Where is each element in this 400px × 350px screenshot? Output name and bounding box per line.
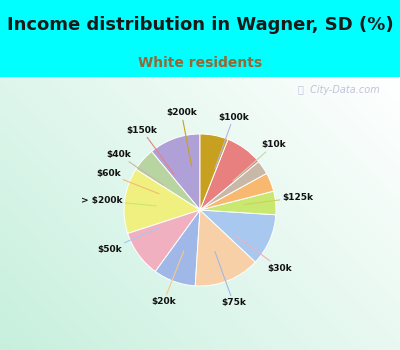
Wedge shape (200, 134, 228, 210)
Text: ⓘ  City-Data.com: ⓘ City-Data.com (298, 85, 380, 95)
Text: Income distribution in Wagner, SD (%): Income distribution in Wagner, SD (%) (7, 16, 393, 34)
Text: > $200k: > $200k (81, 196, 156, 206)
Text: $125k: $125k (244, 193, 314, 204)
Text: $150k: $150k (126, 126, 174, 174)
Wedge shape (195, 210, 256, 286)
Wedge shape (128, 210, 200, 272)
Text: White residents: White residents (138, 56, 262, 70)
Text: $50k: $50k (97, 228, 160, 254)
Text: $30k: $30k (236, 236, 292, 273)
Wedge shape (200, 191, 276, 215)
Wedge shape (200, 210, 276, 262)
Wedge shape (155, 210, 200, 286)
Text: $20k: $20k (151, 251, 184, 306)
Text: $100k: $100k (215, 113, 249, 169)
Wedge shape (200, 173, 274, 210)
Text: $10k: $10k (233, 140, 286, 181)
Text: $75k: $75k (215, 251, 246, 307)
Text: $60k: $60k (96, 169, 159, 194)
Wedge shape (200, 139, 258, 210)
Wedge shape (152, 134, 200, 210)
Wedge shape (136, 152, 200, 210)
Wedge shape (124, 169, 200, 233)
Wedge shape (200, 162, 266, 210)
Text: $200k: $200k (166, 108, 197, 167)
Text: $40k: $40k (106, 150, 164, 185)
